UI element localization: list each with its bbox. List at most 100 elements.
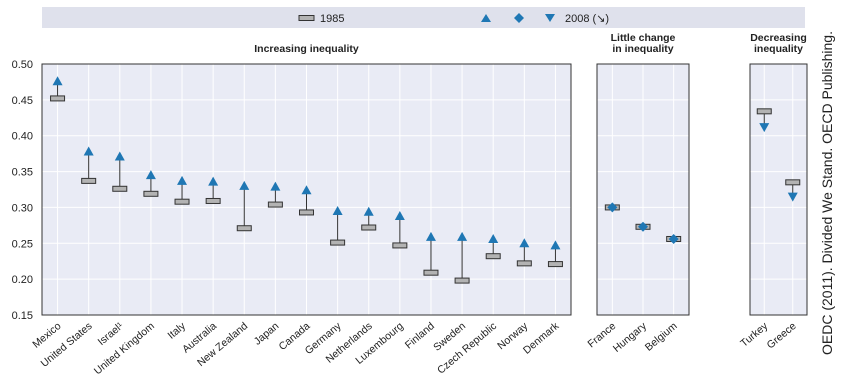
marker-2008-up — [52, 76, 63, 86]
marker-1985 — [143, 190, 159, 197]
marker-1985 — [516, 260, 532, 267]
country-norway — [516, 238, 532, 267]
marker-1985 — [330, 239, 346, 246]
x-tick-label: Greece — [765, 320, 799, 351]
country-hungary — [635, 221, 651, 232]
legend-1985: 1985 — [298, 13, 344, 25]
marker-1985 — [299, 209, 314, 216]
legend-triangle-up-icon — [481, 14, 491, 22]
legend-1985-marker — [298, 15, 315, 21]
country-united-states — [81, 146, 97, 184]
marker-1985 — [485, 253, 501, 260]
marker-2008-down — [787, 192, 798, 202]
marker-2008-up — [488, 233, 499, 243]
y-tick-label: 0.25 — [12, 238, 33, 250]
legend-diamond-icon — [514, 13, 524, 23]
marker-2008-up — [457, 231, 468, 241]
marker-1985 — [50, 95, 66, 102]
country-denmark — [547, 240, 563, 268]
marker-2008-up — [519, 238, 530, 248]
country-canada — [299, 185, 314, 216]
x-tick-label: Italy — [165, 320, 188, 342]
source-note: OEDC (2011). Divided We Stand. OECD Publ… — [819, 31, 835, 355]
marker-2008-diamond — [638, 221, 648, 232]
marker-1985 — [423, 269, 439, 276]
country-finland — [423, 231, 439, 276]
legend-triangle-down-icon — [545, 14, 555, 22]
country-italy — [174, 175, 190, 205]
panel-frame — [596, 63, 690, 316]
marker-1985 — [392, 242, 408, 249]
panel-title: Decreasing — [750, 32, 807, 44]
legend-background — [42, 7, 805, 28]
y-tick-label: 0.40 — [12, 131, 33, 143]
marker-1985 — [236, 225, 252, 232]
marker-2008-down — [759, 123, 770, 133]
country-turkey — [756, 108, 772, 133]
marker-2008-up — [550, 240, 561, 250]
x-tick-label: Denmark — [521, 320, 562, 357]
marker-1985 — [454, 277, 470, 284]
marker-1985 — [174, 198, 190, 205]
marker-2008-up — [239, 180, 250, 190]
marker-2008-up — [363, 206, 374, 216]
marker-2008-up — [177, 175, 188, 185]
marker-1985 — [81, 177, 97, 184]
marker-2008-diamond — [668, 233, 679, 244]
panel-background — [750, 64, 807, 315]
y-tick-label: 0.45 — [12, 95, 33, 107]
country-new-zealand — [236, 180, 252, 232]
y-tick-label: 0.30 — [12, 202, 33, 214]
panel-frame — [41, 63, 572, 316]
marker-2008-up — [425, 231, 436, 241]
y-tick-label: 0.15 — [12, 310, 33, 322]
country-luxembourg — [392, 211, 408, 249]
country-sweden — [454, 231, 470, 284]
panel-title: in inequality — [612, 43, 673, 55]
marker-2008-up — [394, 211, 405, 221]
country-israel — [112, 151, 128, 192]
country-netherlands — [361, 206, 377, 231]
marker-2008-diamond — [607, 202, 618, 213]
country-belgium — [666, 233, 682, 244]
country-france — [604, 202, 620, 213]
country-australia — [205, 176, 221, 204]
country-czech-republic — [485, 233, 501, 260]
y-axis-ticks: 0.50 0.45 0.40 0.35 0.30 0.25 0.20 0.15 — [12, 59, 33, 322]
marker-1985 — [361, 224, 377, 231]
marker-2008-up — [301, 185, 312, 195]
marker-1985 — [112, 185, 128, 192]
marker-2008-up — [114, 151, 125, 161]
y-tick-label: 0.20 — [12, 274, 33, 286]
marker-1985 — [267, 201, 283, 208]
x-tick-label: Belgium — [643, 320, 680, 354]
country-mexico — [50, 76, 66, 102]
country-germany — [330, 206, 346, 246]
marker-2008-up — [208, 176, 219, 186]
country-united-kingdom — [143, 170, 159, 197]
legend-2008-label: 2008 (↘) — [565, 13, 609, 25]
panel-title: inequality — [754, 43, 803, 55]
panel-title: Increasing inequality — [254, 43, 359, 55]
marker-1985 — [785, 179, 801, 186]
marker-1985 — [756, 108, 772, 115]
country-greece — [785, 179, 801, 202]
legend-1985-label: 1985 — [320, 13, 344, 25]
x-tick-label: Hungary — [611, 320, 650, 355]
panel-title: Little change — [611, 32, 676, 44]
marker-2008-up — [83, 146, 94, 156]
panel-frame — [749, 63, 808, 316]
marker-1985 — [547, 261, 563, 268]
country-japan — [267, 181, 283, 208]
marker-1985 — [205, 197, 221, 204]
marker-2008-up — [270, 181, 281, 191]
legend-2008: 2008 (↘) — [481, 13, 609, 25]
marker-2008-up — [145, 170, 156, 180]
marker-2008-up — [332, 206, 343, 216]
y-tick-label: 0.50 — [12, 59, 33, 71]
